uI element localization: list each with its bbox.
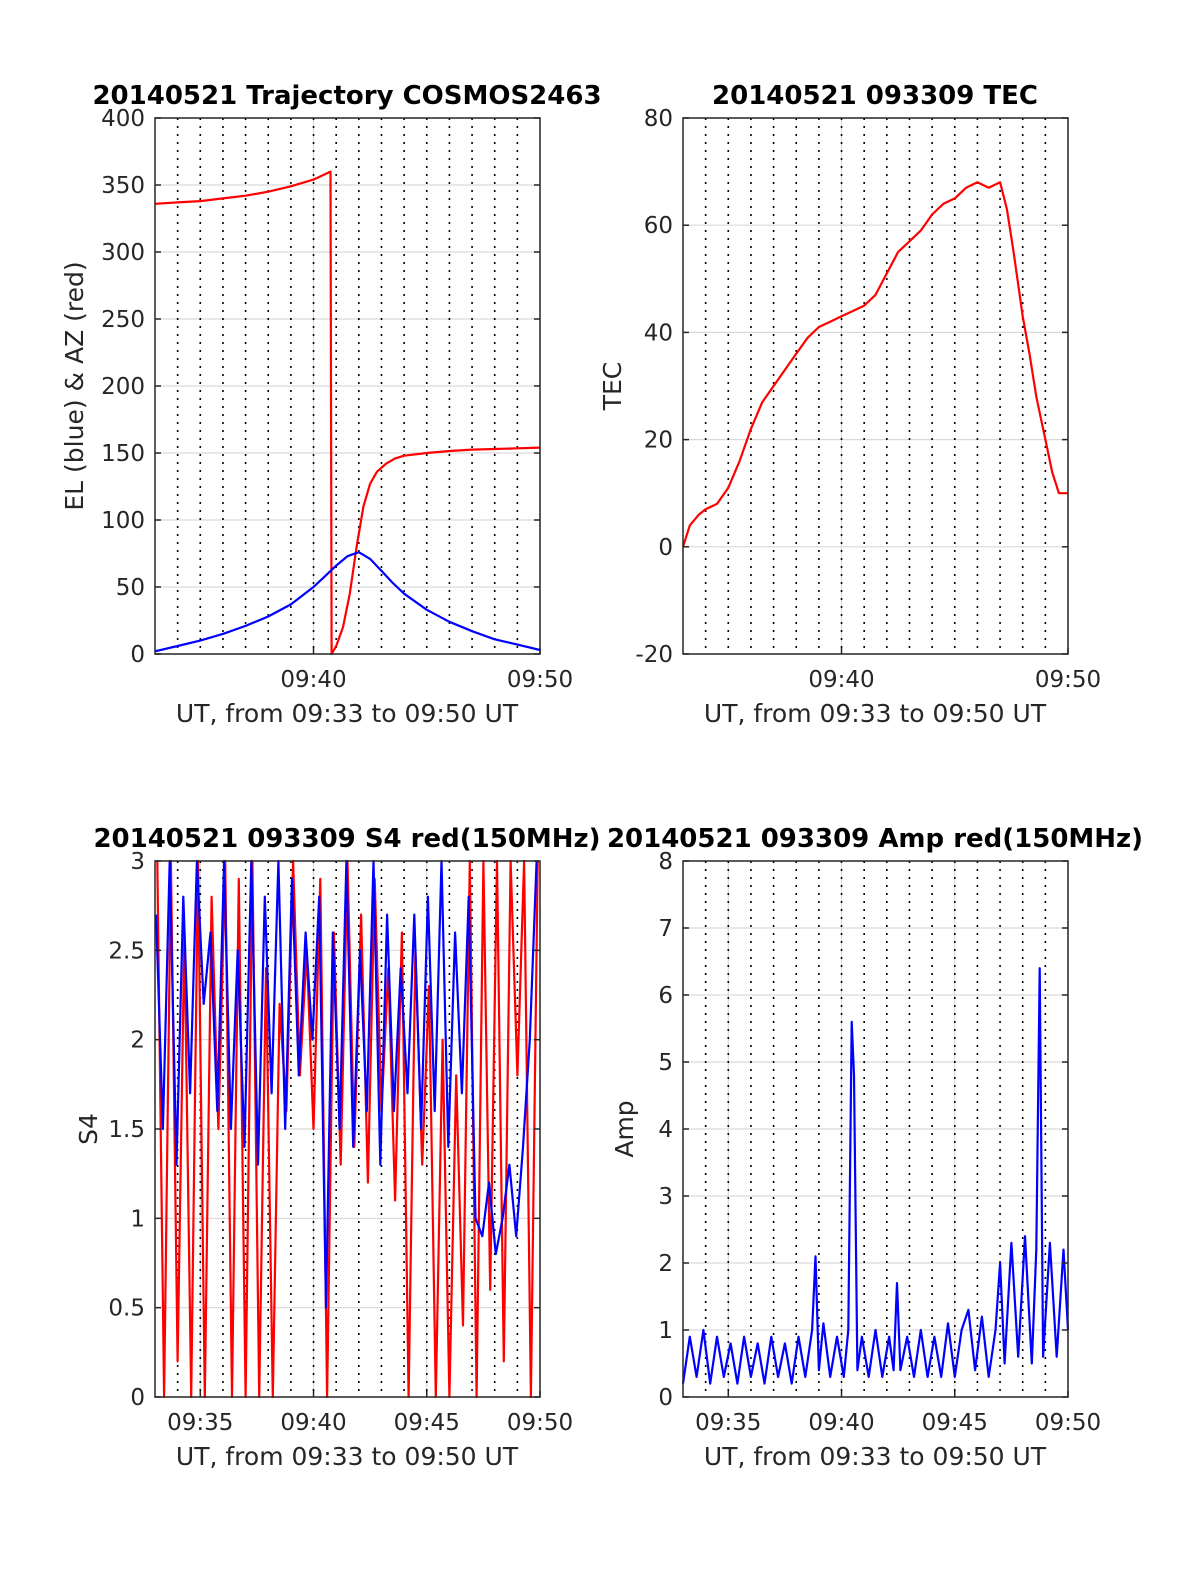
y-tick-label: 100 (101, 508, 145, 534)
x-axis-label: UT, from 09:33 to 09:50 UT (176, 699, 519, 728)
y-tick-label: 3 (658, 1184, 673, 1210)
x-tick-label: 09:50 (1035, 667, 1101, 693)
y-axis-label: EL (blue) & AZ (red) (60, 261, 89, 510)
x-tick-label: 09:50 (1035, 1410, 1101, 1436)
x-tick-labels: 09:35 09:40 09:45 09:50 (695, 1391, 1101, 1436)
y-tick-label: 7 (658, 916, 673, 942)
axes-box (682, 117, 1069, 655)
y-tick-label: 20 (644, 428, 673, 454)
x-axis-label: UT, from 09:33 to 09:50 UT (704, 699, 1047, 728)
series-line-tec (681, 181, 1068, 548)
series-line-amp (681, 967, 1070, 1385)
y-tick-label: 200 (101, 374, 145, 400)
y-tick-label: 8 (658, 849, 673, 875)
series-group (681, 967, 1070, 1385)
series-group (154, 170, 541, 656)
y-tick-label: 2 (658, 1251, 673, 1277)
y-tick-label: 300 (101, 240, 145, 266)
series-line-el (154, 551, 541, 653)
y-tick-label: 6 (658, 983, 673, 1009)
y-tick-label: 3 (130, 849, 145, 875)
y-tick-label: 350 (101, 173, 145, 199)
y-tick-label: 0 (130, 642, 145, 668)
chart-title: 20140521 Trajectory COSMOS2463 (92, 81, 601, 111)
panel-tec: -20 0 20 40 60 80 09:40 09:50 20140521 093309 … (598, 81, 1101, 728)
y-tick-label: 5 (658, 1050, 673, 1076)
x-tick-label: 09:35 (167, 1410, 233, 1436)
x-axis-label: UT, from 09:33 to 09:50 UT (176, 1442, 519, 1471)
y-tick-label: 1 (130, 1206, 145, 1232)
y-tick-label: 40 (644, 320, 673, 346)
y-tick-labels: 0 0.5 1 1.5 2 2.5 3 (108, 849, 540, 1411)
y-axis-label: Amp (610, 1100, 639, 1157)
x-tick-label: 09:40 (280, 667, 346, 693)
y-tick-label: 60 (644, 213, 673, 239)
grid (683, 860, 1069, 1398)
x-tick-labels: 09:35 09:40 09:45 09:50 (167, 1391, 573, 1436)
series-group (681, 181, 1068, 548)
y-tick-label: -20 (635, 642, 673, 668)
y-tick-labels: 0 50 100 150 200 250 300 350 400 (101, 106, 540, 668)
y-tick-label: 2.5 (108, 938, 145, 964)
y-tick-label: 150 (101, 441, 145, 467)
x-tick-label: 09:50 (507, 667, 573, 693)
plot-area (683, 118, 1068, 654)
panel-amp: 0 1 2 3 4 5 6 7 8 09:35 09:40 09:45 09:50 20140521 … (607, 824, 1143, 1471)
series-line-az (154, 170, 541, 656)
panel-s4: 0 0.5 1 1.5 2 2.5 3 09:35 09:40 09:45 09:50 20140… (74, 824, 601, 1471)
x-tick-label: 09:40 (808, 667, 874, 693)
y-axis-label: S4 (74, 1113, 103, 1145)
y-tick-label: 400 (101, 106, 145, 132)
y-tick-label: 0 (658, 1385, 673, 1411)
x-tick-label: 09:45 (394, 1410, 460, 1436)
chart-title: 20140521 093309 S4 red(150MHz) (93, 824, 600, 854)
x-tick-labels: 09:40 09:50 (280, 648, 573, 693)
y-tick-labels: 0 1 2 3 4 5 6 7 8 (658, 849, 1068, 1411)
y-tick-label: 250 (101, 307, 145, 333)
panel-trajectory: 0 50 100 150 200 250 300 350 400 09:40 09:50 2014… (60, 81, 602, 728)
y-tick-label: 1 (658, 1318, 673, 1344)
x-tick-label: 09:40 (808, 1410, 874, 1436)
y-tick-label: 50 (116, 575, 145, 601)
x-tick-labels: 09:40 09:50 (808, 648, 1101, 693)
y-tick-labels: -20 0 20 40 60 80 (635, 106, 1068, 668)
x-axis-label: UT, from 09:33 to 09:50 UT (704, 1442, 1047, 1471)
y-tick-label: 80 (644, 106, 673, 132)
chart-title: 20140521 093309 Amp red(150MHz) (607, 824, 1143, 854)
y-axis-label: TEC (598, 362, 627, 412)
y-tick-label: 0 (130, 1385, 145, 1411)
y-tick-label: 4 (658, 1117, 673, 1143)
x-tick-label: 09:35 (695, 1410, 761, 1436)
x-tick-label: 09:50 (507, 1410, 573, 1436)
chart-title: 20140521 093309 TEC (712, 81, 1038, 111)
y-tick-label: 0 (658, 535, 673, 561)
y-tick-label: 2 (130, 1028, 145, 1054)
y-tick-label: 1.5 (108, 1117, 145, 1143)
x-tick-label: 09:40 (280, 1410, 346, 1436)
y-tick-label: 0.5 (108, 1296, 145, 1322)
x-tick-label: 09:45 (922, 1410, 988, 1436)
